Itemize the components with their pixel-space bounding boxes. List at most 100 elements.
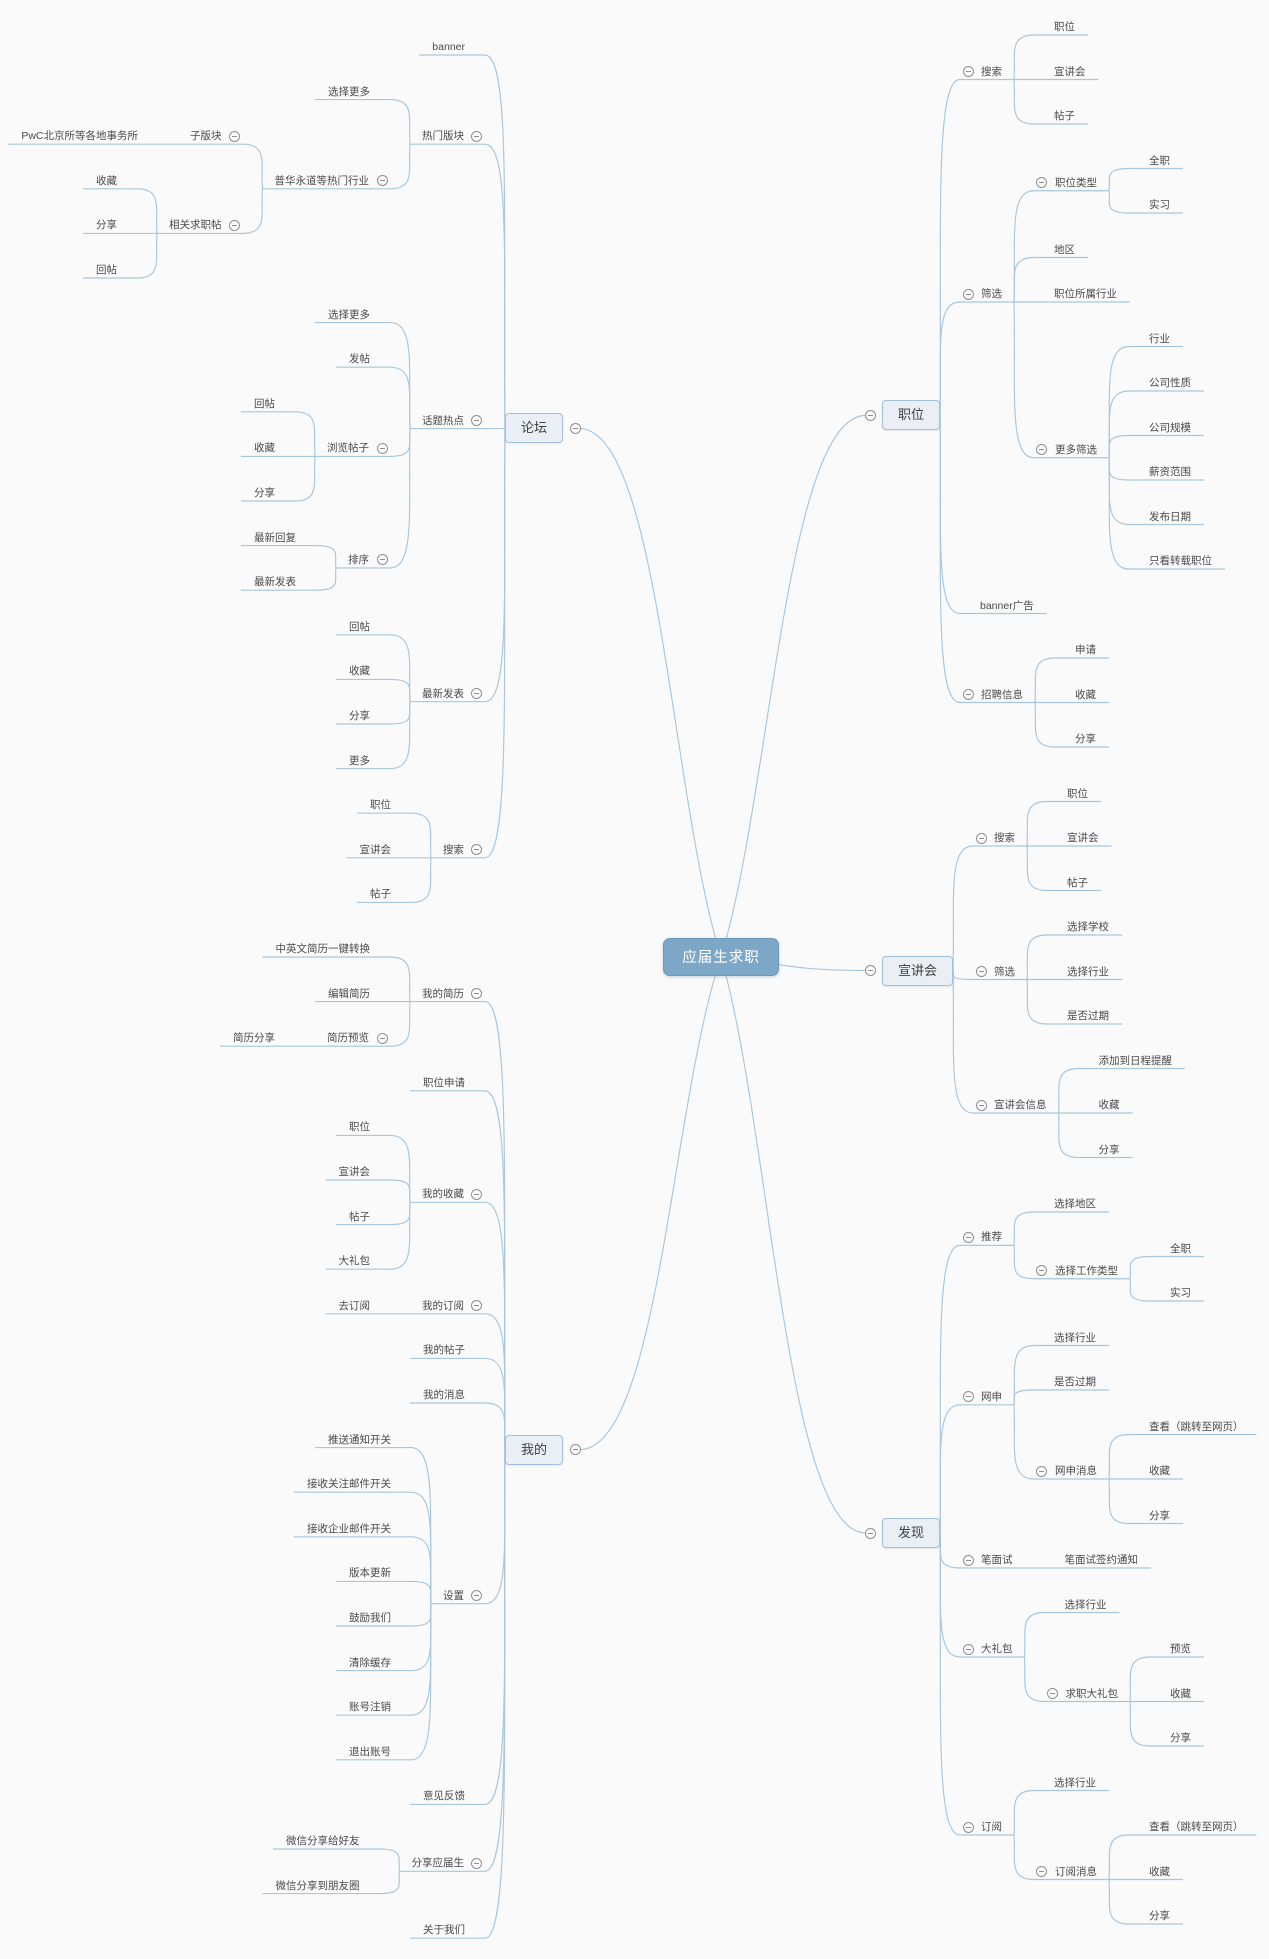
topic-label[interactable]: 添加到日程提醒: [1098, 1054, 1172, 1067]
collapse-minus-icon[interactable]: [962, 288, 974, 300]
topic-label[interactable]: 版本更新: [349, 1567, 391, 1580]
topic-label[interactable]: 收藏: [254, 442, 275, 455]
topic-label[interactable]: 搜索: [443, 843, 464, 856]
collapse-minus-icon[interactable]: [471, 988, 483, 1000]
collapse-minus-icon[interactable]: [1036, 444, 1048, 456]
topic-label[interactable]: 分享应届生: [411, 1857, 465, 1870]
topic-label[interactable]: 订阅消息: [1054, 1865, 1097, 1878]
topic-label[interactable]: 回帖: [349, 620, 370, 633]
topic-label[interactable]: 职位: [1067, 787, 1088, 800]
topic-label[interactable]: 分享: [1148, 1509, 1170, 1522]
topic-label[interactable]: 最新回复: [254, 531, 296, 544]
topic-label[interactable]: 普华永道等热门行业: [274, 174, 370, 187]
topic-label[interactable]: 我的消息: [423, 1389, 465, 1401]
topic-label[interactable]: 我的订阅: [422, 1299, 464, 1312]
topic-label[interactable]: 推送通知开关: [328, 1433, 391, 1446]
collapse-minus-icon[interactable]: [975, 966, 987, 977]
topic-label[interactable]: 分享: [96, 219, 117, 232]
branch-forum[interactable]: 论坛: [504, 413, 563, 444]
branch-jobs[interactable]: 职位: [882, 400, 940, 431]
collapse-minus-icon[interactable]: [864, 965, 876, 976]
topic-label[interactable]: 薪资范围: [1148, 466, 1191, 478]
topic-label[interactable]: 更多筛选: [1054, 443, 1097, 456]
collapse-minus-icon[interactable]: [376, 175, 388, 187]
topic-label[interactable]: 订阅: [981, 1821, 1002, 1833]
topic-label[interactable]: 发布日期: [1148, 510, 1191, 523]
topic-label[interactable]: 帖子: [370, 888, 391, 901]
topic-label[interactable]: 去订阅: [338, 1299, 371, 1312]
collapse-minus-icon[interactable]: [471, 1857, 483, 1869]
collapse-minus-icon[interactable]: [229, 219, 240, 231]
topic-label[interactable]: 收藏: [349, 665, 370, 678]
topic-label[interactable]: 笔面试: [981, 1554, 1013, 1566]
topic-label[interactable]: 查看（跳转至网页）: [1148, 1821, 1244, 1833]
topic-label[interactable]: 选择更多: [328, 85, 370, 98]
topic-label[interactable]: 关于我们: [423, 1924, 465, 1937]
topic-label[interactable]: 选择更多: [328, 308, 370, 321]
topic-label[interactable]: 设置: [443, 1589, 464, 1602]
topic-label[interactable]: 鼓励我们: [349, 1612, 391, 1624]
topic-label[interactable]: 招聘信息: [981, 688, 1023, 701]
topic-label[interactable]: 子版块: [190, 130, 222, 143]
collapse-minus-icon[interactable]: [864, 409, 876, 421]
topic-label[interactable]: 最新发表: [254, 576, 296, 589]
topic-label[interactable]: 帖子: [1067, 876, 1088, 889]
topic-label[interactable]: 宣讲会: [338, 1166, 371, 1178]
topic-label[interactable]: 职位: [370, 799, 391, 812]
topic-label[interactable]: 话题热点: [422, 414, 464, 427]
topic-label[interactable]: 回帖: [96, 264, 117, 276]
topic-label[interactable]: 查看（跳转至网页）: [1148, 1420, 1244, 1433]
collapse-minus-icon[interactable]: [471, 688, 483, 700]
topic-label[interactable]: 简历分享: [233, 1032, 275, 1045]
topic-label[interactable]: 微信分享给好友: [286, 1835, 360, 1847]
topic-label[interactable]: 账号注销: [349, 1701, 391, 1714]
topic-label[interactable]: 选择行业: [1067, 965, 1109, 978]
topic-label[interactable]: 热门版块: [422, 130, 464, 143]
topic-label[interactable]: 我的收藏: [422, 1188, 464, 1201]
topic-label[interactable]: 分享: [1098, 1143, 1120, 1156]
topic-label[interactable]: 实习: [1169, 1287, 1191, 1299]
topic-label[interactable]: 是否过期: [1067, 1010, 1109, 1022]
central-topic-job-hunting[interactable]: 应届生求职: [662, 938, 780, 976]
topic-label[interactable]: 职位申请: [423, 1076, 465, 1089]
topic-label[interactable]: PwC北京所等各地事务所: [21, 130, 138, 143]
topic-label[interactable]: 收藏: [96, 174, 117, 187]
collapse-minus-icon[interactable]: [962, 1821, 974, 1833]
collapse-minus-icon[interactable]: [962, 1554, 974, 1566]
topic-label[interactable]: 大礼包: [338, 1255, 371, 1268]
collapse-minus-icon[interactable]: [864, 1527, 876, 1539]
collapse-minus-icon[interactable]: [975, 1099, 987, 1111]
collapse-minus-icon[interactable]: [962, 1643, 974, 1655]
topic-label[interactable]: 简历预览: [327, 1032, 369, 1045]
topic-label[interactable]: 收藏: [1148, 1465, 1170, 1477]
topic-label[interactable]: 预览: [1169, 1643, 1191, 1655]
collapse-minus-icon[interactable]: [471, 415, 483, 427]
topic-label[interactable]: 职位所属行业: [1053, 288, 1117, 300]
topic-label[interactable]: 接收企业邮件开关: [307, 1522, 391, 1535]
topic-label[interactable]: 求职大礼包: [1065, 1687, 1118, 1700]
topic-label[interactable]: 全职: [1148, 154, 1170, 167]
topic-label[interactable]: 帖子: [1053, 110, 1075, 122]
topic-label[interactable]: 只看转载职位: [1148, 555, 1212, 567]
topic-label[interactable]: 行业: [1148, 332, 1170, 345]
branch-mine[interactable]: 我的: [504, 1434, 563, 1465]
topic-label[interactable]: banner广告: [980, 599, 1034, 612]
topic-label[interactable]: 意见反馈: [423, 1790, 465, 1803]
topic-label[interactable]: 职位: [1053, 21, 1075, 33]
collapse-minus-icon[interactable]: [1036, 1265, 1048, 1277]
topic-label[interactable]: 选择学校: [1067, 921, 1109, 933]
topic-label[interactable]: 是否过期: [1053, 1376, 1096, 1388]
branch-info-session[interactable]: 宣讲会: [882, 955, 953, 986]
topic-label[interactable]: 发帖: [349, 353, 370, 366]
topic-label[interactable]: 微信分享到朋友圈: [275, 1879, 360, 1892]
topic-label[interactable]: 公司性质: [1148, 377, 1191, 389]
topic-label[interactable]: 宣讲会: [359, 843, 392, 856]
topic-label[interactable]: 中英文简历一键转换: [275, 943, 371, 955]
topic-label[interactable]: 宣讲会: [1067, 832, 1099, 844]
collapse-minus-icon[interactable]: [376, 442, 388, 454]
topic-label[interactable]: 分享: [1169, 1732, 1191, 1744]
topic-label[interactable]: 宣讲会信息: [994, 1099, 1047, 1111]
collapse-minus-icon[interactable]: [471, 1590, 483, 1602]
topic-label[interactable]: 搜索: [981, 65, 1002, 78]
